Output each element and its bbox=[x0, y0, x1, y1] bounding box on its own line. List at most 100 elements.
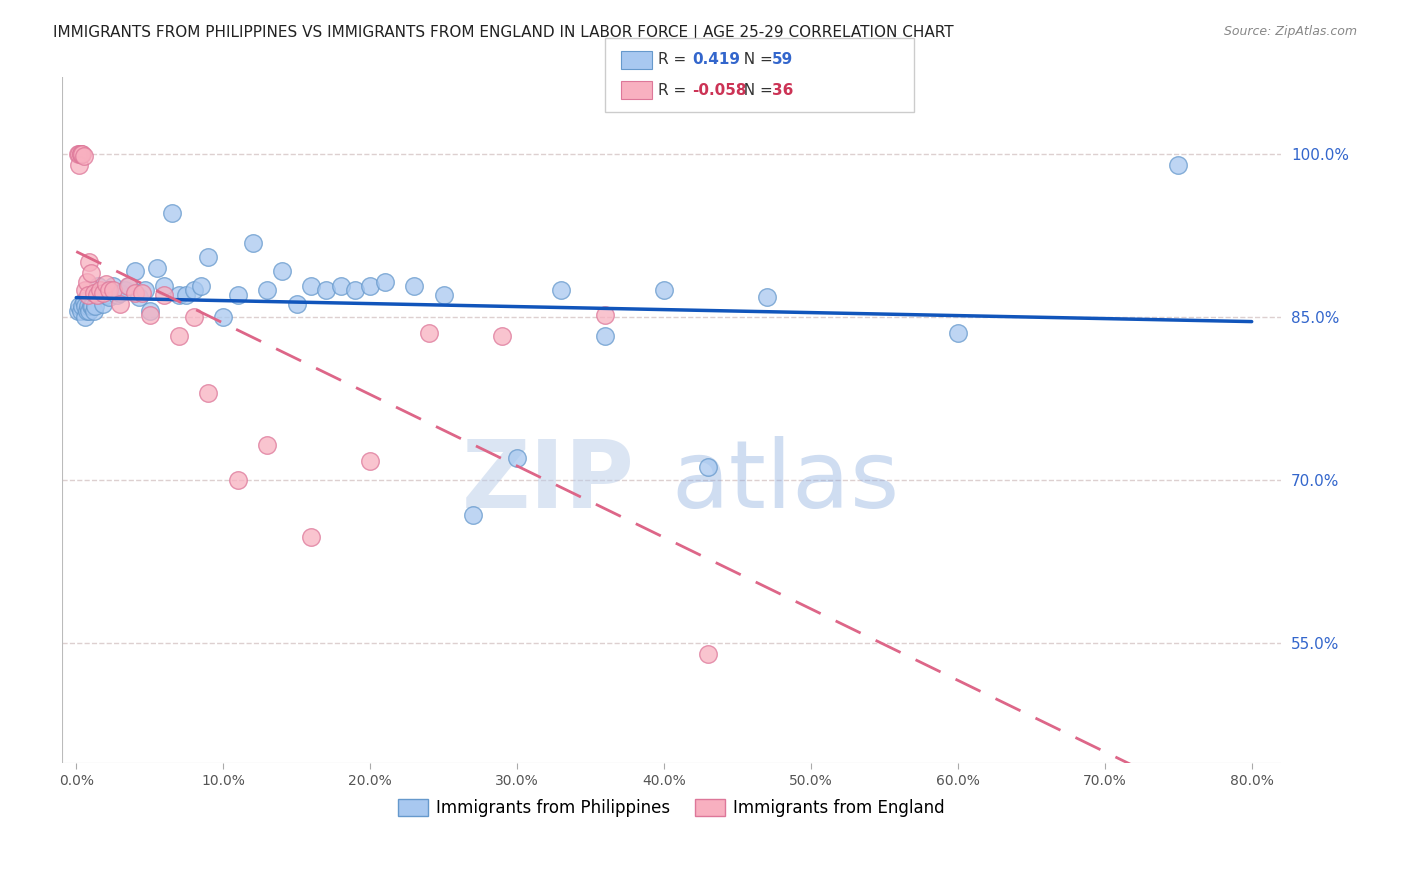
Point bbox=[79, 255, 101, 269]
Point bbox=[73, 283, 96, 297]
Point bbox=[138, 304, 160, 318]
Text: Source: ZipAtlas.com: Source: ZipAtlas.com bbox=[1223, 25, 1357, 38]
Point bbox=[114, 283, 136, 297]
Point bbox=[256, 283, 278, 297]
Point bbox=[153, 288, 176, 302]
Point bbox=[97, 283, 120, 297]
Point bbox=[66, 146, 89, 161]
Point bbox=[110, 297, 132, 311]
Point bbox=[176, 288, 198, 302]
Point bbox=[697, 460, 720, 475]
Text: N =: N = bbox=[734, 53, 778, 67]
Text: 36: 36 bbox=[772, 83, 793, 97]
Point bbox=[550, 283, 572, 297]
Point bbox=[138, 308, 160, 322]
Text: R =: R = bbox=[658, 53, 692, 67]
Point bbox=[197, 386, 219, 401]
Point bbox=[77, 288, 100, 302]
Point bbox=[89, 288, 111, 302]
Point bbox=[101, 279, 124, 293]
Text: ZIP: ZIP bbox=[461, 436, 634, 528]
Text: atlas: atlas bbox=[671, 436, 900, 528]
Point bbox=[359, 279, 381, 293]
Point bbox=[167, 288, 190, 302]
Point bbox=[697, 648, 720, 662]
Point bbox=[117, 279, 139, 293]
Point bbox=[190, 279, 212, 293]
Point bbox=[418, 326, 440, 341]
Point bbox=[271, 264, 294, 278]
Point bbox=[79, 304, 101, 318]
Point bbox=[86, 288, 108, 302]
Point bbox=[946, 326, 969, 341]
Point bbox=[134, 283, 156, 297]
Point bbox=[83, 304, 105, 318]
Point bbox=[299, 279, 322, 293]
Point bbox=[82, 299, 104, 313]
Point bbox=[506, 451, 529, 466]
Point bbox=[91, 297, 114, 311]
Legend: Immigrants from Philippines, Immigrants from England: Immigrants from Philippines, Immigrants … bbox=[391, 792, 952, 823]
Point bbox=[87, 279, 110, 293]
Point bbox=[593, 329, 616, 343]
Point bbox=[67, 146, 90, 161]
Point bbox=[94, 288, 117, 302]
Point bbox=[167, 329, 190, 343]
Point bbox=[755, 290, 778, 304]
Point bbox=[432, 288, 454, 302]
Point bbox=[67, 157, 90, 171]
Point bbox=[73, 299, 96, 313]
Point bbox=[652, 283, 675, 297]
Point bbox=[66, 304, 89, 318]
Point bbox=[91, 285, 114, 300]
Point bbox=[359, 453, 381, 467]
Point bbox=[76, 304, 98, 318]
Point bbox=[83, 285, 105, 300]
Point bbox=[242, 235, 264, 250]
Point bbox=[315, 283, 337, 297]
Point bbox=[118, 279, 141, 293]
Point bbox=[329, 279, 352, 293]
Point bbox=[374, 275, 396, 289]
Point bbox=[67, 299, 90, 313]
Point bbox=[212, 310, 235, 324]
Point bbox=[89, 283, 111, 297]
Text: R =: R = bbox=[658, 83, 692, 97]
Point bbox=[80, 299, 103, 313]
Point bbox=[69, 304, 91, 318]
Point bbox=[70, 146, 93, 161]
Point bbox=[404, 279, 426, 293]
Point bbox=[69, 146, 91, 161]
Point bbox=[124, 285, 146, 300]
Point bbox=[80, 266, 103, 280]
Text: 0.419: 0.419 bbox=[692, 53, 740, 67]
Point bbox=[593, 308, 616, 322]
Point bbox=[128, 290, 150, 304]
Text: -0.058: -0.058 bbox=[692, 83, 747, 97]
Point bbox=[124, 264, 146, 278]
Point bbox=[226, 288, 249, 302]
Point bbox=[76, 275, 98, 289]
Point bbox=[285, 297, 308, 311]
Point bbox=[183, 310, 205, 324]
Point bbox=[1167, 157, 1189, 171]
Point bbox=[256, 438, 278, 452]
Point bbox=[160, 206, 183, 220]
Text: N =: N = bbox=[734, 83, 778, 97]
Point bbox=[84, 299, 107, 313]
Point bbox=[105, 288, 128, 302]
Point bbox=[73, 310, 96, 324]
Point bbox=[197, 250, 219, 264]
Point bbox=[299, 530, 322, 544]
Point bbox=[110, 285, 132, 300]
Point bbox=[101, 283, 124, 297]
Point bbox=[77, 299, 100, 313]
Point bbox=[491, 329, 513, 343]
Point bbox=[344, 283, 367, 297]
Point bbox=[183, 283, 205, 297]
Point bbox=[226, 473, 249, 487]
Point bbox=[94, 277, 117, 292]
Text: 59: 59 bbox=[772, 53, 793, 67]
Point bbox=[153, 279, 176, 293]
Point bbox=[131, 285, 153, 300]
